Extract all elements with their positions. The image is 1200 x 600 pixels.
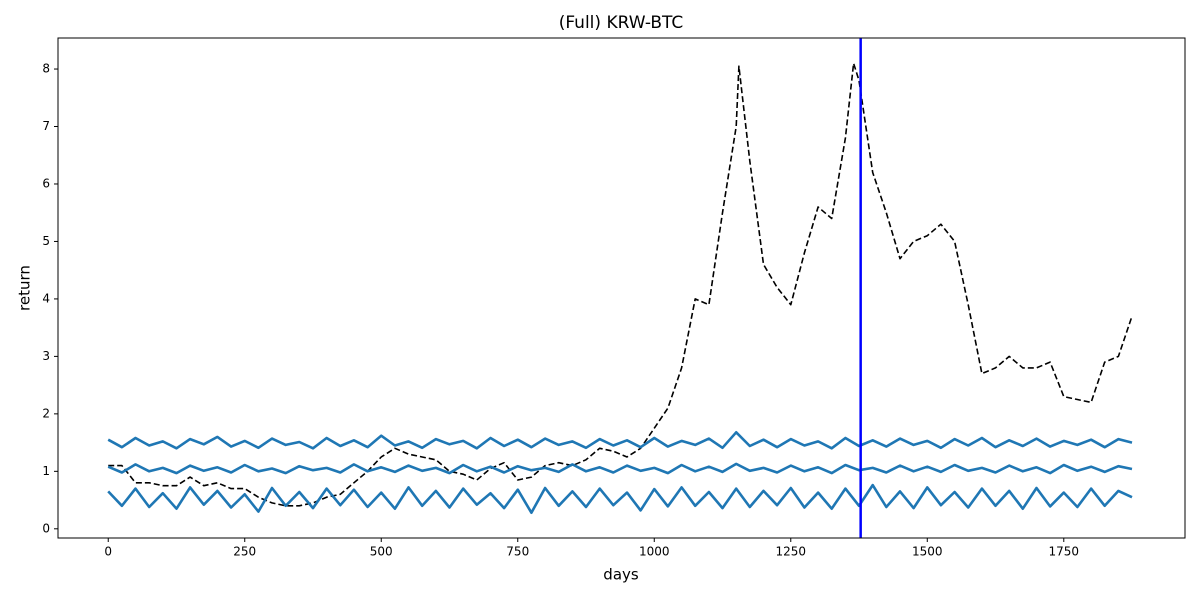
y-tick-label: 7 xyxy=(42,119,50,133)
x-tick-label: 750 xyxy=(506,545,529,559)
x-tick-label: 1750 xyxy=(1049,545,1080,559)
x-tick-label: 250 xyxy=(233,545,256,559)
y-tick-label: 4 xyxy=(42,291,50,305)
series-line xyxy=(107,431,1133,450)
x-tick-label: 1000 xyxy=(639,545,670,559)
y-tick-label: 1 xyxy=(42,464,50,478)
chart-title: (Full) KRW-BTC xyxy=(559,13,684,33)
series-line xyxy=(107,462,1133,475)
x-tick-label: 1250 xyxy=(775,545,806,559)
y-tick-label: 6 xyxy=(42,176,50,190)
plot-frame xyxy=(57,37,1186,539)
series-line xyxy=(107,483,1133,514)
y-tick-label: 0 xyxy=(42,521,50,535)
y-tick-label: 8 xyxy=(42,62,50,76)
x-tick-label: 500 xyxy=(370,545,393,559)
x-tick-label: 0 xyxy=(104,545,112,559)
y-tick-label: 3 xyxy=(42,349,50,363)
y-tick-label: 5 xyxy=(42,234,50,248)
y-tick-label: 2 xyxy=(42,406,50,420)
y-axis-label: return xyxy=(16,265,34,311)
x-tick-label: 1500 xyxy=(912,545,943,559)
x-axis-label: days xyxy=(603,566,639,584)
series-line xyxy=(108,62,1133,507)
